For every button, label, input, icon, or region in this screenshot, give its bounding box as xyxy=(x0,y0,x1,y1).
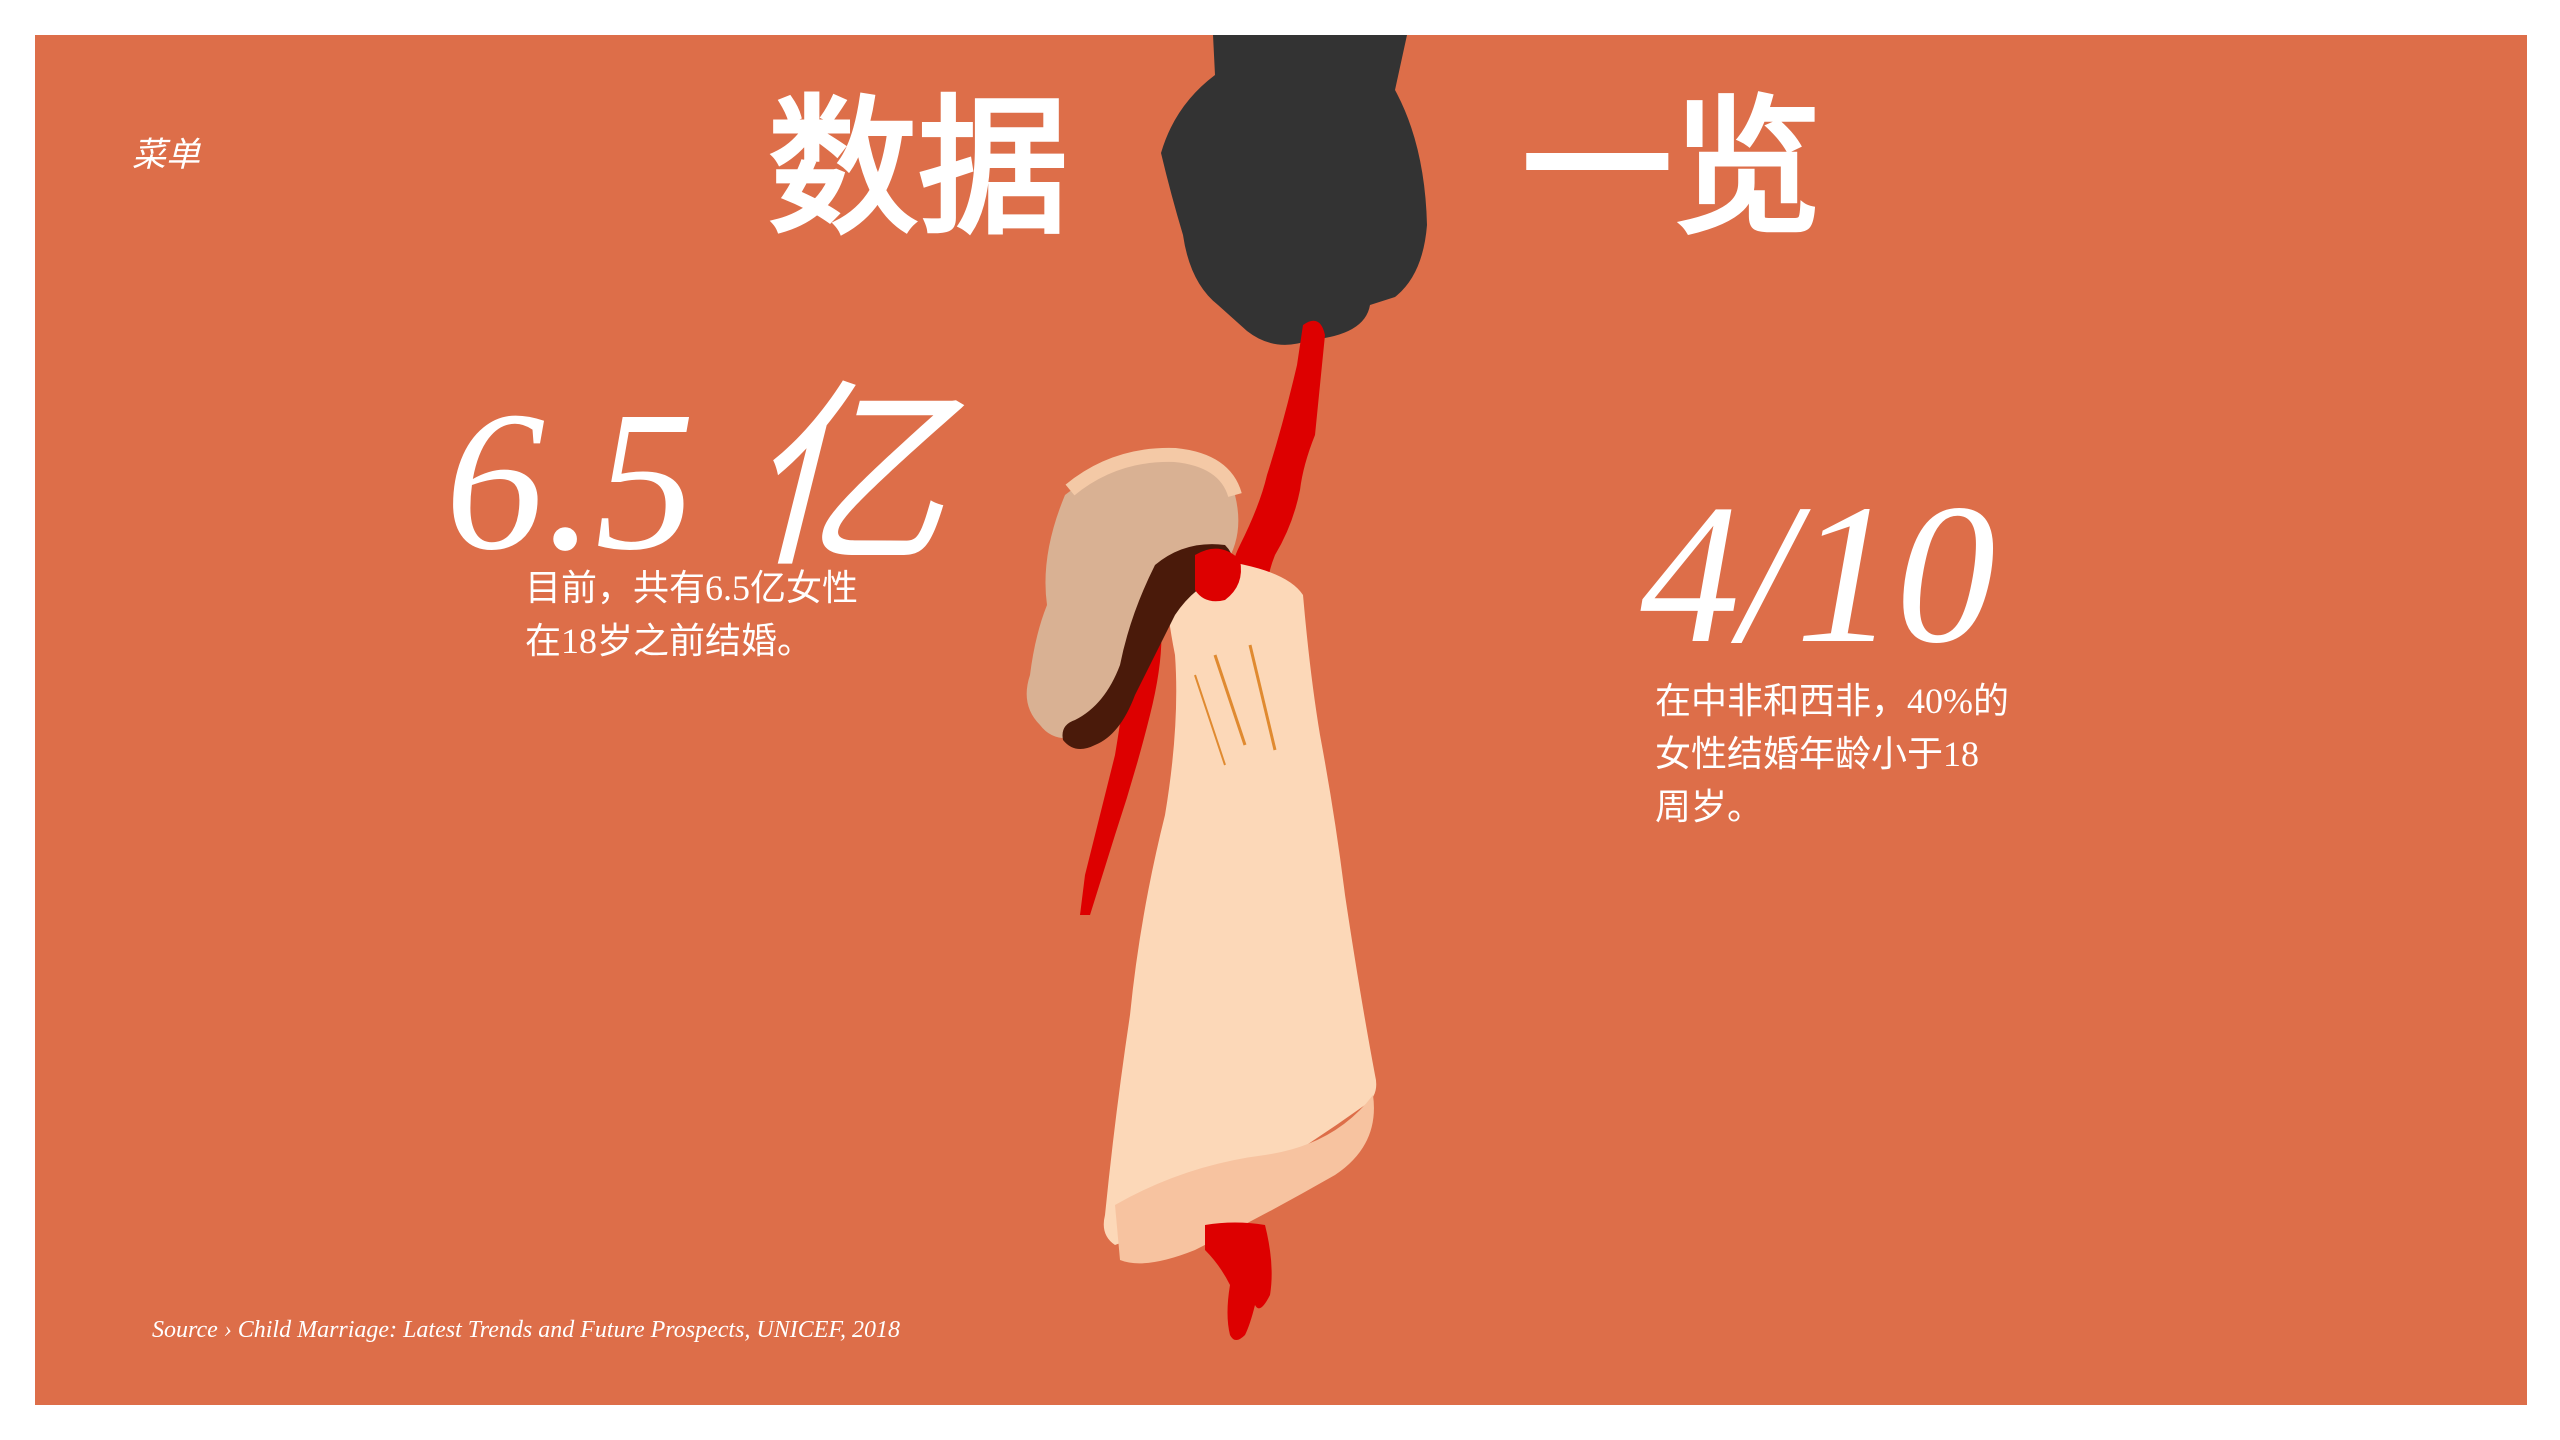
sleeve-icon xyxy=(1161,35,1427,345)
page-title-right: 一览 xyxy=(1522,80,1823,256)
stat-value-africa-ratio: 4/10 xyxy=(1640,464,1996,685)
stat-value-married-girls: 6.5 亿 xyxy=(445,371,946,592)
red-legs-icon xyxy=(1205,1222,1272,1340)
source-citation: Source › Child Marriage: Latest Trends a… xyxy=(152,1317,900,1343)
stat-description-line: 在中非和西非，40%的 xyxy=(1655,681,2009,721)
stat-description-line: 在18岁之前结婚。 xyxy=(525,621,814,661)
hair-icon xyxy=(1062,544,1233,749)
stat-description-africa-ratio: 在中非和西非，40%的 女性结婚年龄小于18 周岁。 xyxy=(1655,675,2009,834)
stat-description-married-girls: 目前，共有6.5亿女性 在18岁之前结婚。 xyxy=(525,562,858,668)
red-bow xyxy=(1195,548,1241,602)
red-arm-icon xyxy=(1231,320,1325,600)
veil-icon xyxy=(1026,455,1239,739)
menu-link[interactable]: 菜单 xyxy=(132,135,200,175)
stat-description-line: 周岁。 xyxy=(1655,787,1764,827)
hero-panel: 菜单 数据 一览 6.5 亿 目前，共有6.5亿女性 在18岁之前结婚。 4/1… xyxy=(35,35,2527,1405)
dress-hem xyxy=(1115,1095,1374,1264)
girl-dress-icon xyxy=(1103,560,1377,1245)
page-title-left: 数据 xyxy=(768,80,1069,256)
stat-description-line: 目前，共有6.5亿女性 xyxy=(525,568,859,608)
illustration xyxy=(1026,35,1427,1340)
stat-description-line: 女性结婚年龄小于18 xyxy=(1655,734,1980,774)
